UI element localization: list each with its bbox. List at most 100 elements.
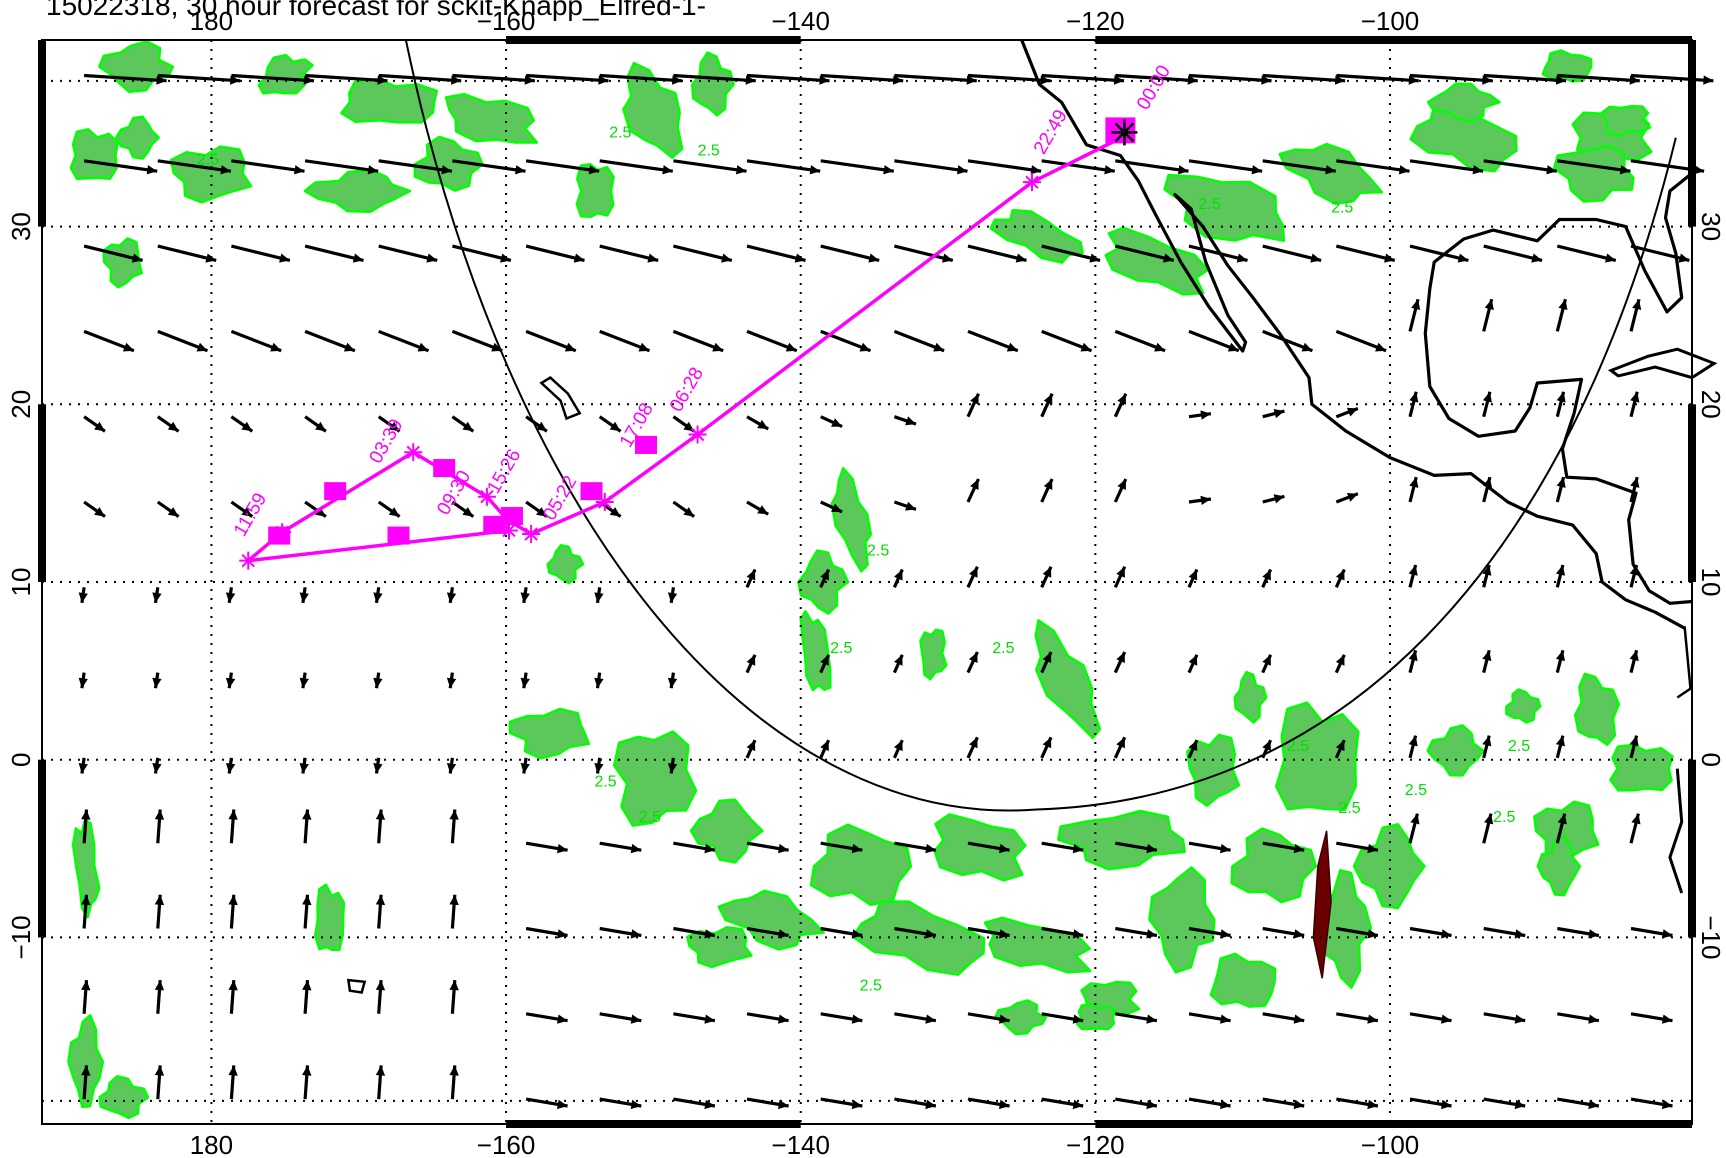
wind-arrowhead (999, 843, 1010, 854)
wind-arrowhead (1411, 299, 1421, 310)
wind-arrowhead (1146, 1099, 1157, 1110)
wind-arrowhead (1146, 1014, 1157, 1024)
wind-arrowhead (704, 1014, 715, 1024)
precip-region (1533, 800, 1600, 864)
wind-arrowhead (831, 418, 843, 427)
wind-arrowhead (1556, 391, 1566, 403)
pacific-coastline (1020, 39, 1686, 630)
wind-arrowhead (1072, 1014, 1084, 1024)
wind-arrowhead (1042, 652, 1052, 663)
wind-arrow (1262, 244, 1322, 262)
wind-arrowhead (375, 980, 386, 991)
wind-arrowhead (1557, 813, 1567, 825)
wind-arrowhead (999, 1014, 1010, 1024)
wind-arrow (1041, 159, 1116, 173)
precip-region (622, 61, 684, 159)
wind-arrowhead (1262, 740, 1271, 752)
wind-arrowhead (131, 253, 143, 263)
wind-arrow (746, 244, 806, 262)
range-ring (404, 39, 1677, 812)
wind-arrowhead (1367, 929, 1378, 939)
lat-lon-grid (42, 40, 1692, 1124)
wind-arrow (1409, 159, 1484, 173)
wind-arrowhead (905, 416, 916, 426)
wind-arrowhead (1482, 735, 1492, 747)
wind-arrowhead (831, 503, 843, 512)
x-tick-label-bottom: −120 (1066, 1130, 1125, 1158)
wind-arrowhead (449, 809, 459, 820)
wind-arrowhead (1482, 391, 1492, 403)
wind-arrowhead (1187, 75, 1198, 85)
contour-label: 2.5 (197, 151, 219, 168)
precip-region (1075, 1003, 1116, 1031)
wind-arrowhead (81, 894, 91, 906)
wind-arrowhead (957, 165, 968, 175)
y-tick-label-left: 0 (6, 752, 36, 766)
frame-bar (38, 759, 46, 938)
precip-region (444, 92, 539, 144)
x-tick-label-top: 180 (190, 6, 233, 36)
wind-arrowhead (778, 843, 789, 854)
precip-region (69, 128, 119, 181)
wind-arrow (304, 73, 388, 83)
wind-arrowhead (1398, 165, 1410, 175)
precip-region (1352, 823, 1426, 910)
wind-arrow (1041, 244, 1101, 262)
wind-arrowhead (704, 1099, 715, 1110)
wind-arrow (599, 159, 674, 173)
wind-arrowhead (78, 763, 88, 774)
wind-arrowhead (1030, 165, 1042, 175)
wind-arrowhead (746, 740, 756, 752)
wind-arrowhead (1072, 929, 1084, 939)
wind-arrowhead (154, 980, 165, 991)
wind-arrowhead (81, 809, 91, 820)
wind-arrowhead (746, 654, 756, 666)
frame-border (41, 39, 1693, 1125)
wind-arrowhead (970, 479, 979, 490)
wind-arrowhead (1220, 1099, 1231, 1110)
wind-arrowhead (1042, 737, 1052, 749)
precip-region (1057, 809, 1186, 871)
wind-arrow (1115, 73, 1198, 83)
wind-arrowhead (851, 843, 863, 854)
wind-arrowhead (299, 592, 309, 603)
precip-region (575, 163, 615, 219)
track-point-marker (477, 487, 496, 506)
wind-arrowhead (794, 253, 806, 263)
wind-arrowhead (1117, 393, 1126, 405)
wind-arrowhead (1262, 569, 1271, 581)
south-america-coastline (1668, 768, 1684, 894)
frame-bar (38, 40, 46, 227)
precip-region (1541, 49, 1593, 83)
wind-arrow (894, 73, 977, 83)
wind-arrowhead (1472, 165, 1484, 175)
wind-arrowhead (1482, 75, 1493, 85)
y-tick-label-left: 30 (6, 212, 36, 241)
frame-bar (1688, 759, 1696, 938)
wind-arrowhead (1301, 342, 1313, 352)
precip-region (1233, 670, 1268, 724)
wind-arrowhead (1703, 75, 1714, 85)
wind-arrowhead (377, 75, 388, 85)
wind-arrow (1114, 244, 1175, 262)
precip-region (98, 1074, 150, 1120)
wind-arrowhead (375, 1065, 386, 1076)
wind-arrowhead (609, 507, 621, 517)
wind-arrow (231, 73, 315, 83)
track-point-marker (500, 521, 519, 540)
wind-arrowhead (446, 677, 457, 689)
wind-arrowhead (1293, 929, 1305, 939)
wind-arrowhead (1409, 477, 1419, 488)
wind-arrowhead (449, 894, 459, 906)
wind-arrowhead (647, 253, 659, 263)
wind-arrowhead (1441, 929, 1452, 939)
precip-region (1275, 701, 1360, 812)
wind-arrowhead (78, 592, 88, 603)
wind-arrow (673, 73, 756, 83)
wind-arrowhead (536, 507, 547, 517)
wind-arrowhead (1200, 495, 1211, 505)
wind-arrowhead (373, 677, 383, 689)
wind-arrowhead (228, 1065, 238, 1076)
precip-region (1148, 866, 1216, 974)
wind-arrowhead (868, 253, 880, 263)
